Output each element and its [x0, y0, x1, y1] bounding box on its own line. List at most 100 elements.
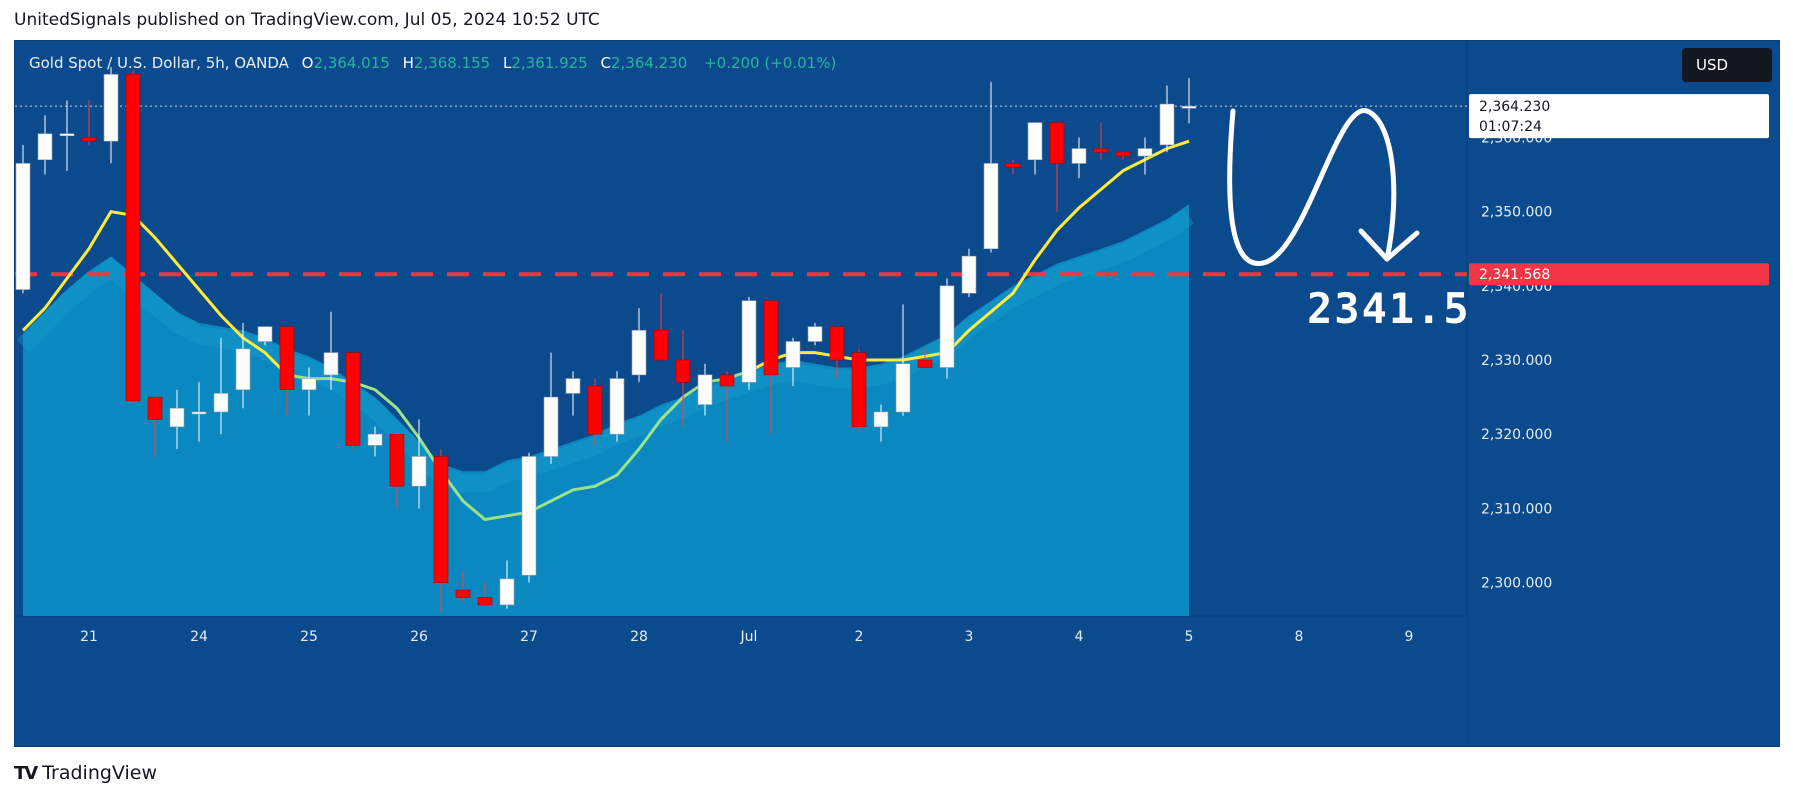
price-axis-panel	[1467, 41, 1779, 746]
x-tick-label: 8	[1295, 629, 1304, 645]
legend-change: +0.200 (+0.01%)	[704, 54, 837, 72]
projection-arrow-head-icon	[1358, 228, 1420, 262]
candle-body	[477, 597, 493, 606]
candle-body	[1137, 148, 1153, 157]
y-tick-label: 2,330.000	[1481, 353, 1552, 369]
candle-body	[1071, 148, 1087, 164]
candle-body	[367, 433, 383, 446]
candle-body	[829, 326, 845, 361]
legend-open-value: 2,364.015	[313, 54, 390, 72]
candle-body	[1005, 163, 1021, 168]
x-tick-label: 4	[1075, 629, 1084, 645]
candle-body	[433, 456, 449, 583]
candle-body	[1027, 122, 1043, 161]
candle-body	[961, 255, 977, 294]
legend-close-label: C	[600, 54, 611, 72]
legend-high-value: 2,368.155	[413, 54, 491, 72]
candle-body	[191, 411, 207, 415]
candle-body	[345, 352, 361, 446]
candle-body	[543, 396, 559, 457]
x-tick-label: 24	[190, 629, 208, 645]
candle-body	[565, 378, 581, 394]
y-tick-label: 2,300.000	[1481, 576, 1552, 592]
candle-body	[1115, 151, 1131, 157]
candle-body	[1181, 105, 1197, 109]
candle-body	[697, 374, 713, 405]
currency-button[interactable]: USD	[1682, 48, 1772, 82]
candle-body	[37, 133, 53, 161]
candle-body	[983, 163, 999, 250]
candle-body	[81, 137, 97, 142]
candle-body	[609, 378, 625, 435]
tradingview-logo-icon: TV	[14, 762, 38, 784]
candles-group	[15, 66, 1197, 613]
x-tick-label: 5	[1185, 629, 1194, 645]
candle-body	[653, 330, 669, 361]
candle-body	[873, 411, 889, 428]
footer-brand[interactable]: TV TradingView	[14, 762, 157, 784]
target-annotation: 2341.5	[1307, 284, 1471, 333]
candle-body	[169, 407, 185, 428]
candle-body	[411, 456, 427, 487]
legend-low-label: L	[503, 54, 512, 72]
candle-body	[675, 359, 691, 383]
projection-arrow-path	[1227, 108, 1397, 266]
candle-body	[147, 396, 163, 420]
x-tick-label: 27	[520, 629, 538, 645]
publisher-line: UnitedSignals published on TradingView.c…	[14, 10, 600, 30]
chart-frame[interactable]: 2,300.000 2,310.000 2,320.000 2,330.000 2,34…	[14, 40, 1780, 747]
candle-body	[1159, 103, 1175, 146]
time-axis-panel	[15, 616, 1467, 746]
candle-body	[895, 363, 911, 413]
footer-brand-label: TradingView	[42, 762, 158, 784]
candle-body	[587, 385, 603, 435]
candle-body	[125, 74, 141, 402]
candle-body	[1093, 148, 1109, 153]
candle-body	[103, 74, 119, 142]
candle-body	[257, 326, 273, 342]
candle-body	[301, 378, 317, 391]
candle-body	[785, 341, 801, 368]
candle-body	[521, 456, 537, 576]
candle-body	[631, 330, 647, 376]
y-tick-label: 2,350.000	[1481, 205, 1552, 221]
area-band	[23, 204, 1189, 616]
candle-body	[1049, 122, 1065, 164]
candle-body	[763, 300, 779, 376]
y-tick-label: 2,320.000	[1481, 427, 1552, 443]
candle-body	[807, 326, 823, 342]
level-badge-value: 2,341.568	[1479, 267, 1550, 283]
candle-body	[939, 285, 955, 368]
candle-body	[59, 133, 75, 137]
candle-body	[455, 589, 471, 598]
price-badge	[1469, 94, 1769, 139]
price-badge-value: 2,364.230	[1479, 99, 1550, 115]
x-tick-label: Jul	[740, 629, 758, 645]
candle-body	[719, 374, 735, 387]
x-tick-label: 26	[410, 629, 428, 645]
candle-body	[917, 359, 933, 368]
legend-symbol: Gold Spot / U.S. Dollar, 5h, OANDA	[29, 54, 289, 72]
x-tick-label: 2	[855, 629, 864, 645]
candle-body	[279, 326, 295, 391]
ma-fast-line	[748, 139, 1190, 373]
x-tick-label: 3	[965, 629, 974, 645]
chart-canvas[interactable]: 2,300.000 2,310.000 2,320.000 2,330.000 2,34…	[15, 41, 1779, 746]
ma-slow-line	[286, 369, 750, 522]
chart-legend: Gold Spot / U.S. Dollar, 5h, OANDA O2,36…	[29, 54, 836, 72]
x-tick-label: 28	[630, 629, 648, 645]
price-badge-countdown: 01:07:24	[1479, 119, 1542, 135]
legend-high-label: H	[402, 54, 414, 72]
candle-body	[499, 578, 515, 606]
level-badge	[1469, 263, 1769, 286]
candle-body	[851, 352, 867, 428]
x-tick-label: 25	[300, 629, 318, 645]
legend-open-label: O	[301, 54, 314, 72]
legend-low-value: 2,361.925	[511, 54, 588, 72]
candle-body	[235, 348, 251, 391]
x-tick-label: 9	[1405, 629, 1414, 645]
candle-body	[15, 163, 31, 290]
candle-body	[741, 300, 757, 383]
candle-body	[389, 433, 405, 487]
x-tick-label: 21	[80, 629, 98, 645]
